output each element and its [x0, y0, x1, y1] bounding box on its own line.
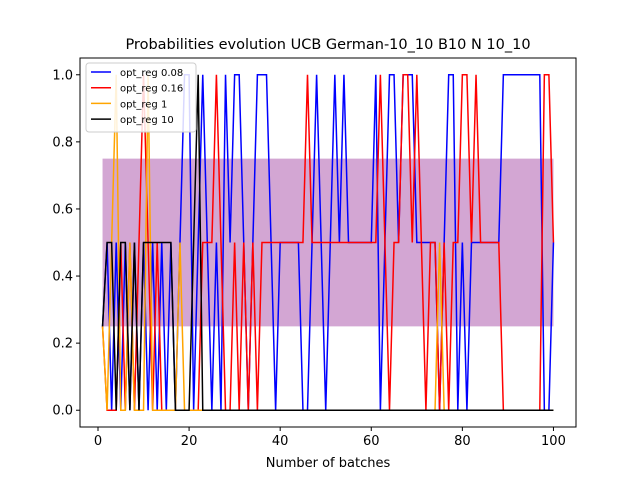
y-tick-label: 0.4 [52, 270, 73, 285]
x-tick-label: 100 [541, 434, 566, 449]
x-axis-label: Number of batches [266, 456, 391, 471]
x-axis: 0 20 40 60 80 100 [94, 427, 566, 449]
legend: opt_reg 0.08 opt_reg 0.16 opt_reg 1 opt_reg… [85, 62, 197, 133]
x-tick-label: 20 [181, 434, 198, 449]
legend-box [85, 62, 197, 133]
y-axis: 0.0 0.2 0.4 0.6 0.8 1.0 [52, 68, 80, 419]
legend-label: opt_reg 0.16 [120, 84, 183, 95]
y-tick-label: 0.8 [52, 135, 73, 150]
legend-label: opt_reg 1 [120, 99, 167, 110]
legend-label: opt_reg 10 [120, 115, 174, 126]
y-tick-label: 0.6 [52, 202, 73, 217]
series-lines [101, 74, 555, 411]
y-tick-label: 0.2 [52, 337, 73, 352]
x-tick-label: 0 [94, 434, 102, 449]
y-tick-label: 0.0 [52, 404, 73, 419]
x-tick-label: 80 [454, 434, 471, 449]
legend-label: opt_reg 0.08 [120, 68, 183, 79]
plot-frame [79, 57, 577, 428]
x-tick-label: 40 [272, 434, 289, 449]
y-tick-label: 1.0 [52, 68, 73, 83]
chart-title: Probabilities evolution UCB German-10_10… [125, 37, 530, 53]
x-tick-label: 60 [363, 434, 380, 449]
series-line-3 [101, 74, 554, 411]
